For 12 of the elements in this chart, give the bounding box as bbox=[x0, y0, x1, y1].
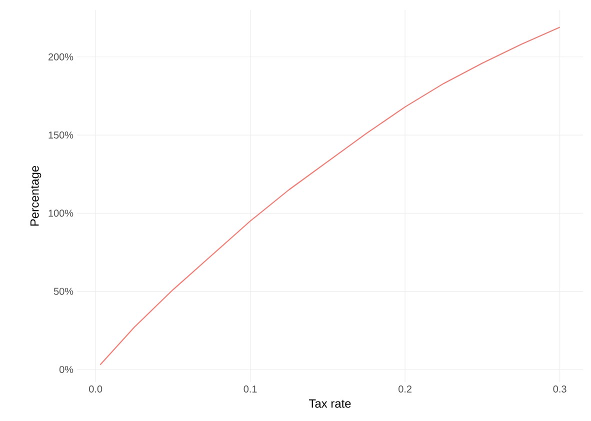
x-axis-title: Tax rate bbox=[309, 399, 351, 408]
y-tick-label: 0% bbox=[59, 366, 74, 374]
y-tick-label: 100% bbox=[48, 210, 74, 217]
x-tick-label: 0.2 bbox=[398, 386, 412, 393]
y-tick-label: 50% bbox=[54, 288, 74, 295]
y-tick-label: 150% bbox=[48, 132, 74, 139]
x-tick-label: 0.0 bbox=[89, 386, 102, 393]
line-series bbox=[100, 26, 560, 366]
y-tick-label: 200% bbox=[48, 53, 74, 60]
x-tick-label: 0.1 bbox=[244, 386, 257, 393]
y-axis-title: Percentage bbox=[30, 166, 42, 226]
x-tick-label: 0.3 bbox=[553, 386, 566, 393]
